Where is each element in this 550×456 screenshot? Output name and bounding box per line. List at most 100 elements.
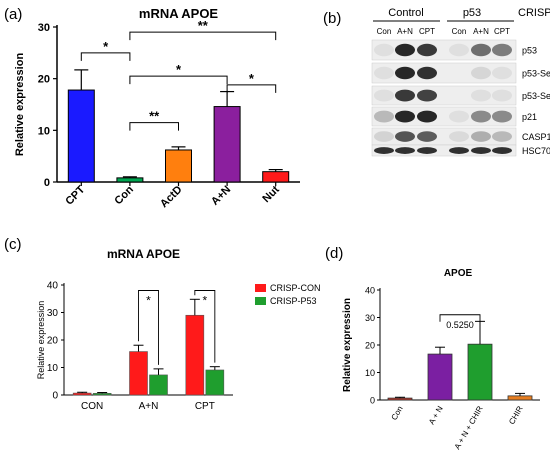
significance-bracket: [129, 75, 228, 85]
x-tick-label: A + N + CHIR: [453, 404, 485, 451]
x-tick-label: Con: [112, 183, 136, 207]
legend-label: CRISP-CON: [270, 283, 321, 293]
blot-row-label: p53-Ser33: [522, 69, 550, 79]
chart-a: mRNA APOE Relative expression 0 10 20 30 CPT Co…: [14, 6, 300, 210]
blot-row-label: HSC70: [522, 146, 550, 156]
blot-lane-label: Con: [452, 27, 467, 36]
x-tick-label: CPT: [63, 183, 87, 207]
blot-band: [395, 110, 415, 123]
bar: [427, 353, 453, 401]
blot-band: [417, 131, 437, 142]
bar: [262, 171, 290, 183]
significance-bracket: [138, 290, 159, 365]
y-tick-label: 0: [370, 396, 375, 406]
x-tick-label: CHIR: [507, 404, 525, 426]
y-tick-label: 40: [365, 286, 375, 296]
significance-bracket: [226, 84, 277, 93]
blot-group-label: p53: [463, 7, 481, 19]
y-axis-label: Relative expression: [36, 301, 46, 380]
significance-bracket: [129, 122, 179, 131]
significance-bracket: [439, 314, 481, 322]
x-tick-label: ActD: [158, 184, 185, 211]
blot-lane-label: A+N: [473, 27, 489, 36]
blot-band: [374, 110, 394, 123]
bar: [116, 177, 144, 183]
significance-label: 0.5250: [446, 320, 474, 330]
bar: [165, 149, 192, 183]
blot-lane-label: CPT: [419, 27, 435, 36]
blot-band: [449, 110, 469, 123]
blot-band: [374, 43, 394, 57]
bar: [67, 89, 95, 183]
y-tick-label: 20: [365, 341, 375, 351]
blot-band: [395, 131, 415, 142]
bar: [129, 351, 148, 396]
blot-band: [492, 43, 512, 57]
bar: [72, 392, 92, 396]
blot-band: [417, 66, 437, 80]
panel-label-b: (b): [323, 10, 341, 27]
blot-group-label: CRISP-: [518, 7, 550, 19]
chart-title: APOE: [444, 268, 473, 279]
y-tick-label: 0: [52, 391, 58, 402]
blot-band: [471, 66, 491, 80]
blot-group-label: Control: [388, 7, 423, 19]
bar: [149, 374, 168, 396]
blot-band: [374, 89, 394, 102]
blot-band: [374, 147, 394, 154]
blot-band: [395, 89, 415, 102]
significance-label: *: [103, 39, 109, 54]
blot-strip: [371, 144, 517, 157]
y-tick-label: 20: [47, 336, 59, 347]
blot-band: [449, 131, 469, 142]
legend-swatch: [255, 297, 266, 305]
blot-band: [374, 66, 394, 80]
significance-bracket: [129, 31, 277, 41]
bar: [213, 106, 241, 183]
blot-row-label: p53-Ser37: [522, 91, 550, 101]
western-blot-b: Control p53 CRISP- Con A+N CPT Con A+N CPT p53 p53…: [371, 7, 550, 157]
blot-band: [395, 66, 415, 80]
blot-lane-label: Con: [377, 27, 392, 36]
blot-band: [417, 110, 437, 123]
blot-band: [492, 110, 512, 123]
x-tick-label: CPT: [195, 401, 215, 412]
blot-row-label: CASP1: [522, 132, 550, 142]
blot-lane-label: CPT: [494, 27, 510, 36]
blot-band: [471, 43, 491, 57]
y-tick-label: 30: [47, 308, 59, 319]
blot-row-label: p53: [522, 46, 537, 56]
bar: [185, 314, 205, 396]
bar: [467, 343, 493, 401]
x-tick-label: Con: [390, 405, 405, 422]
blot-lane-label: A+N: [397, 27, 413, 36]
blot-band: [417, 147, 437, 154]
blot-band: [471, 110, 491, 123]
significance-label: **: [149, 109, 160, 124]
blot-band: [417, 43, 437, 57]
blot-band: [395, 147, 415, 154]
y-axis-label: Relative expression: [342, 298, 353, 392]
bar: [507, 395, 533, 401]
blot-band: [449, 43, 469, 57]
bar: [387, 397, 413, 401]
y-axis-label: Relative expression: [14, 53, 26, 157]
x-tick-label: A+N: [209, 184, 233, 208]
significance-label: *: [202, 294, 207, 308]
blot-band: [471, 147, 491, 154]
chart-title: mRNA APOE: [139, 6, 219, 21]
panel-label-a: (a): [4, 6, 22, 23]
blot-row-label: p21: [522, 112, 537, 122]
significance-label: *: [249, 71, 255, 86]
blot-band: [374, 131, 394, 142]
blot-band: [471, 131, 491, 142]
x-tick-label: CON: [81, 401, 103, 412]
y-tick-label: 0: [44, 177, 50, 189]
y-tick-label: 30: [365, 313, 375, 323]
blot-band: [492, 66, 512, 80]
significance-label: **: [198, 18, 209, 33]
legend-label: CRISP-P53: [270, 296, 317, 306]
x-tick-label: A + N: [427, 404, 445, 426]
legend-swatch: [255, 284, 266, 292]
blot-band: [417, 89, 437, 102]
